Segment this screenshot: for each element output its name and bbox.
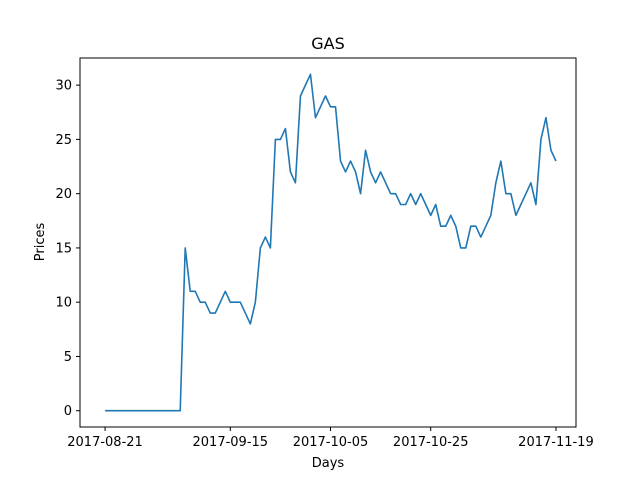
x-tick-label: 2017-11-19 [518, 435, 594, 450]
y-tick-label: 0 [64, 404, 72, 419]
y-axis: 0 5 10 15 20 25 30 [55, 79, 80, 419]
plot-frame [79, 57, 577, 428]
y-tick-label: 25 [55, 133, 72, 148]
plot-area [105, 73, 557, 412]
x-axis: 2017-08-21 2017-09-15 2017-10-05 2017-10-25… [67, 427, 594, 450]
x-tick-label: 2017-10-05 [293, 435, 369, 450]
x-axis-label: Days [312, 456, 345, 471]
y-tick-label: 30 [55, 79, 72, 94]
y-axis-label: Prices [33, 223, 48, 262]
y-tick-label: 5 [64, 350, 72, 365]
y-tick-label: 10 [55, 296, 72, 311]
y-tick-label: 20 [55, 187, 72, 202]
series-line [105, 73, 557, 412]
x-tick-label: 2017-10-25 [393, 435, 469, 450]
chart-title: GAS [311, 34, 345, 53]
x-tick-label: 2017-09-15 [193, 435, 269, 450]
y-tick-label: 15 [55, 241, 72, 256]
x-tick-label: 2017-08-21 [67, 435, 143, 450]
